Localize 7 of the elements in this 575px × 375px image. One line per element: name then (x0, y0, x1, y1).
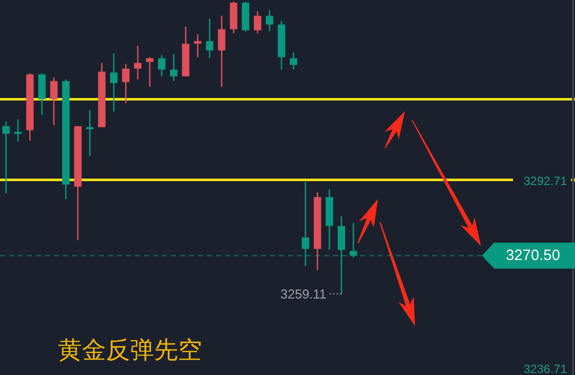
y-tick-label: 3236.71 (524, 362, 568, 375)
annotation: 黄金反弹先空 (58, 336, 202, 364)
price-tag: 3270.50 (482, 242, 575, 269)
ref-line-label: 3270.50 (506, 247, 560, 264)
low-label: 3259.11 (280, 286, 342, 302)
annotation: 3259.11 (280, 286, 326, 302)
y-tick-label: 3292.71 (524, 174, 568, 188)
